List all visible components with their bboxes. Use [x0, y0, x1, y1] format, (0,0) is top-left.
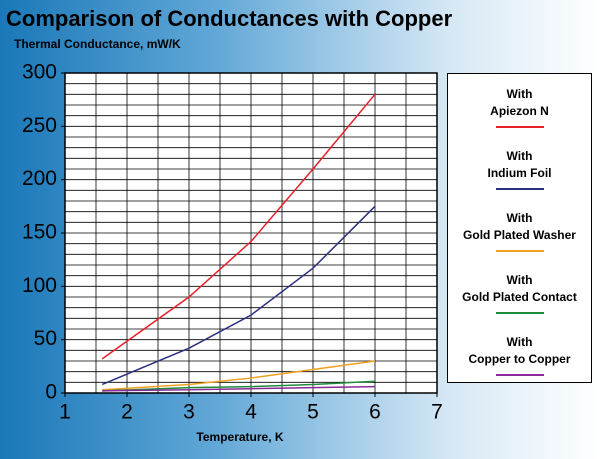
- x-tick-label: 4: [245, 401, 257, 424]
- x-tick-label: 6: [369, 401, 381, 424]
- series-line: [101, 93, 376, 360]
- x-tick-label: 5: [307, 401, 319, 424]
- series-line: [102, 360, 376, 391]
- legend-entry: With Gold Plated Washer: [448, 210, 591, 252]
- x-tick-label: 7: [431, 401, 443, 424]
- series-line: [102, 385, 376, 392]
- chart-subtitle: Thermal Conductance, mW/K: [14, 37, 181, 51]
- y-tick-label: 250: [22, 114, 57, 137]
- legend-entry: With Gold Plated Contact: [448, 272, 591, 314]
- legend-swatch: [495, 250, 544, 252]
- legend-entry: With Copper to Copper: [448, 334, 591, 376]
- legend-label: With Copper to Copper: [468, 335, 571, 366]
- y-tick-label: 300: [22, 61, 57, 84]
- y-tick-label: 200: [22, 167, 57, 190]
- legend-entry: With Apiezon N: [448, 86, 591, 128]
- legend-label: With Gold Plated Washer: [463, 211, 576, 242]
- y-tick-label: 0: [45, 381, 57, 404]
- y-tick-label: 100: [22, 274, 57, 297]
- x-tick-label: 3: [183, 401, 195, 424]
- x-tick-label: 2: [121, 401, 133, 424]
- series-line: [102, 380, 376, 392]
- legend: With Apiezon N With Indium Foil With Gold …: [447, 73, 592, 383]
- legend-swatch: [495, 312, 544, 314]
- x-tick-label: 1: [59, 401, 71, 424]
- x-axis-label: Temperature, K: [196, 430, 283, 444]
- legend-swatch: [495, 374, 544, 376]
- legend-entry: With Indium Foil: [448, 148, 591, 190]
- legend-label: With Apiezon N: [490, 87, 549, 118]
- legend-swatch: [495, 188, 544, 190]
- legend-label: With Indium Foil: [487, 149, 552, 180]
- legend-label: With Gold Plated Contact: [462, 273, 577, 304]
- y-tick-label: 150: [22, 221, 57, 244]
- y-tick-label: 50: [34, 327, 57, 350]
- legend-swatch: [495, 126, 544, 128]
- chart-title: Comparison of Conductances with Copper: [6, 6, 453, 31]
- series-line: [101, 205, 376, 386]
